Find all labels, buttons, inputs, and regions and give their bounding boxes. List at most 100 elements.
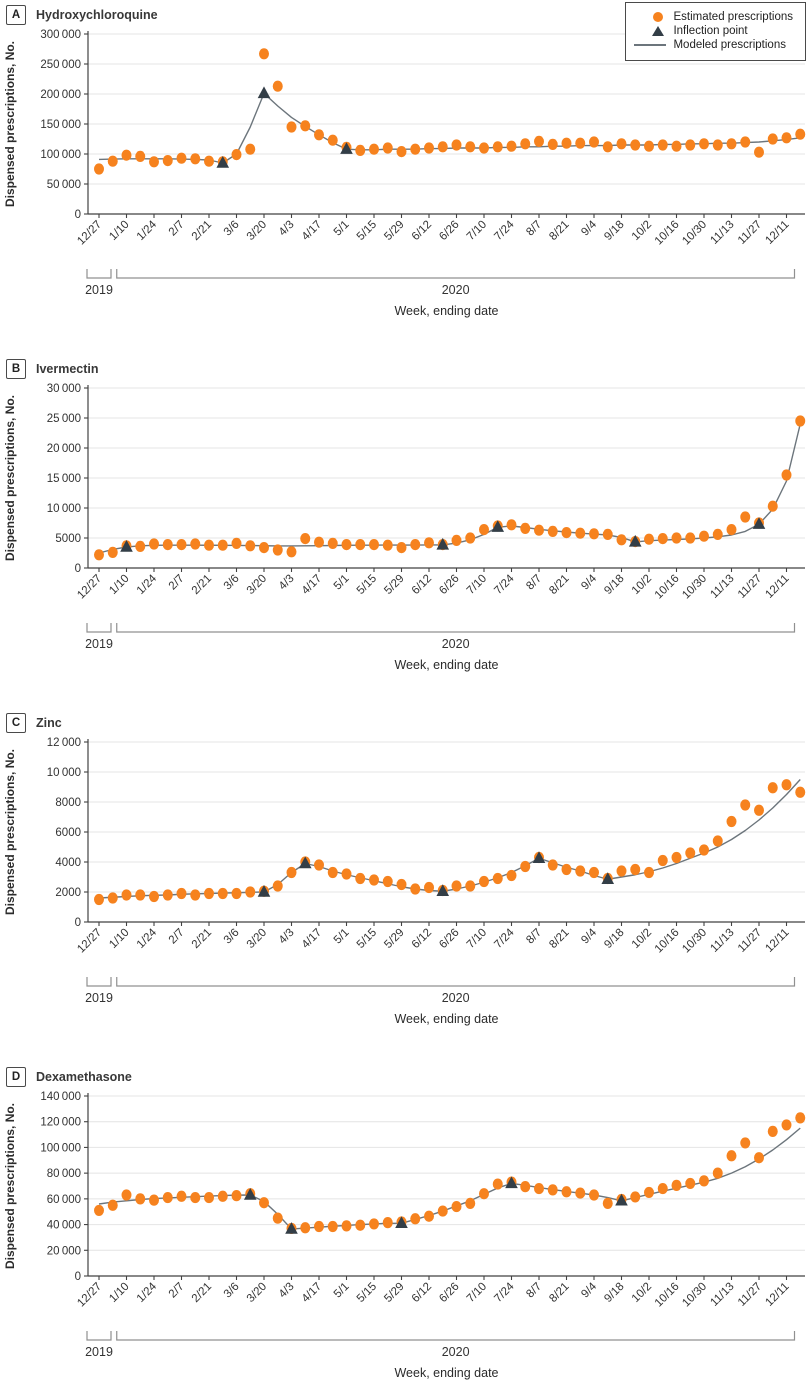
svg-text:40 000: 40 000 bbox=[47, 1220, 81, 1232]
svg-text:1/10: 1/10 bbox=[107, 573, 131, 597]
svg-text:2019: 2019 bbox=[85, 1345, 113, 1359]
svg-text:11/27: 11/27 bbox=[736, 1281, 764, 1309]
svg-text:2/21: 2/21 bbox=[190, 219, 214, 243]
svg-text:7/24: 7/24 bbox=[492, 572, 517, 597]
svg-text:30 000: 30 000 bbox=[47, 383, 81, 395]
svg-text:8/21: 8/21 bbox=[547, 1281, 571, 1305]
svg-text:6000: 6000 bbox=[55, 827, 81, 839]
svg-text:3/6: 3/6 bbox=[222, 927, 242, 947]
chart-dexamethasone: 0 20 000 40 000 60 000 80 000 100 000 120 000 1… bbox=[3, 1091, 806, 1380]
svg-text:2/7: 2/7 bbox=[167, 927, 187, 947]
panel-hydroxychloroquine: A Hydroxychloroquine Estimated prescript… bbox=[0, 2, 810, 328]
svg-text:12/27: 12/27 bbox=[75, 219, 104, 248]
svg-text:7/10: 7/10 bbox=[465, 1281, 489, 1305]
svg-text:7/24: 7/24 bbox=[492, 1280, 517, 1305]
svg-text:20 000: 20 000 bbox=[47, 443, 81, 455]
svg-text:8/7: 8/7 bbox=[524, 927, 544, 947]
svg-text:2020: 2020 bbox=[442, 991, 470, 1005]
svg-text:1/24: 1/24 bbox=[135, 572, 160, 597]
svg-text:3/20: 3/20 bbox=[245, 219, 269, 243]
svg-text:11/13: 11/13 bbox=[708, 219, 736, 247]
svg-text:3/6: 3/6 bbox=[222, 573, 242, 593]
svg-text:9/18: 9/18 bbox=[602, 219, 626, 243]
svg-text:20 000: 20 000 bbox=[47, 1245, 81, 1257]
svg-text:6/12: 6/12 bbox=[410, 927, 434, 951]
svg-text:10/2: 10/2 bbox=[630, 927, 654, 951]
svg-text:11/13: 11/13 bbox=[708, 573, 736, 601]
svg-text:10/2: 10/2 bbox=[630, 219, 654, 243]
svg-text:4/17: 4/17 bbox=[300, 1281, 324, 1305]
svg-text:1/10: 1/10 bbox=[107, 219, 131, 243]
svg-text:10/30: 10/30 bbox=[680, 1281, 709, 1310]
svg-text:Dispensed prescriptions, No.: Dispensed prescriptions, No. bbox=[3, 749, 17, 915]
svg-text:10/16: 10/16 bbox=[653, 573, 682, 602]
svg-text:6/12: 6/12 bbox=[410, 1281, 434, 1305]
svg-text:Week, ending date: Week, ending date bbox=[394, 1012, 498, 1026]
svg-text:8/7: 8/7 bbox=[524, 219, 544, 239]
panel-letter-d: D bbox=[6, 1067, 26, 1087]
svg-text:4/3: 4/3 bbox=[277, 927, 297, 947]
svg-text:9/18: 9/18 bbox=[602, 1281, 626, 1305]
svg-text:12/11: 12/11 bbox=[763, 219, 791, 247]
svg-text:10 000: 10 000 bbox=[47, 503, 81, 515]
svg-text:12/27: 12/27 bbox=[75, 927, 104, 956]
svg-text:5/29: 5/29 bbox=[382, 1281, 406, 1305]
svg-text:150 000: 150 000 bbox=[40, 119, 81, 131]
svg-text:5/29: 5/29 bbox=[382, 219, 406, 243]
svg-text:50 000: 50 000 bbox=[47, 179, 81, 191]
svg-text:1/10: 1/10 bbox=[107, 927, 131, 951]
svg-text:2/21: 2/21 bbox=[190, 573, 214, 597]
svg-text:0: 0 bbox=[75, 209, 81, 221]
svg-text:5/15: 5/15 bbox=[355, 573, 379, 597]
svg-text:10/2: 10/2 bbox=[630, 573, 654, 597]
svg-text:3/6: 3/6 bbox=[222, 1281, 242, 1301]
panel-header: A Hydroxychloroquine bbox=[0, 2, 810, 28]
svg-text:5/15: 5/15 bbox=[355, 1281, 379, 1305]
chart-zinc: 0 2000 4000 6000 8000 10 000 12 000 12/27 1/10 1/… bbox=[3, 737, 806, 1026]
svg-text:6/26: 6/26 bbox=[437, 219, 461, 243]
svg-text:4000: 4000 bbox=[55, 857, 81, 869]
svg-text:11/27: 11/27 bbox=[736, 927, 764, 955]
svg-text:8/21: 8/21 bbox=[547, 573, 571, 597]
svg-text:5/15: 5/15 bbox=[355, 219, 379, 243]
svg-text:10/30: 10/30 bbox=[680, 219, 709, 248]
panel-title-zinc: Zinc bbox=[36, 716, 62, 730]
svg-text:2019: 2019 bbox=[85, 991, 113, 1005]
panel-title-ivermectin: Ivermectin bbox=[36, 362, 99, 376]
svg-text:5000: 5000 bbox=[55, 533, 81, 545]
svg-text:3/20: 3/20 bbox=[245, 927, 269, 951]
svg-text:250 000: 250 000 bbox=[40, 59, 81, 71]
svg-text:8000: 8000 bbox=[55, 797, 81, 809]
panel-letter-c: C bbox=[6, 713, 26, 733]
inflection-point-icon bbox=[652, 26, 665, 36]
svg-text:4/3: 4/3 bbox=[277, 573, 297, 593]
svg-text:2/7: 2/7 bbox=[167, 573, 187, 593]
svg-text:2/7: 2/7 bbox=[167, 1281, 187, 1301]
svg-text:8/21: 8/21 bbox=[547, 219, 571, 243]
panel-letter-b: B bbox=[6, 359, 26, 379]
svg-text:12/27: 12/27 bbox=[75, 1281, 104, 1310]
svg-text:11/27: 11/27 bbox=[736, 573, 764, 601]
panel-header: D Dexamethasone bbox=[0, 1064, 810, 1090]
svg-text:15 000: 15 000 bbox=[47, 473, 81, 485]
svg-text:1/24: 1/24 bbox=[135, 1280, 160, 1305]
svg-text:0: 0 bbox=[75, 563, 81, 575]
svg-text:11/13: 11/13 bbox=[708, 1281, 736, 1309]
svg-text:2/21: 2/21 bbox=[190, 927, 214, 951]
svg-text:10/30: 10/30 bbox=[680, 927, 709, 956]
svg-text:2/7: 2/7 bbox=[167, 219, 187, 239]
svg-text:2020: 2020 bbox=[442, 283, 470, 297]
svg-text:300 000: 300 000 bbox=[40, 29, 81, 41]
modeled-prescriptions-icon bbox=[634, 44, 667, 46]
svg-text:11/13: 11/13 bbox=[708, 927, 736, 955]
svg-text:3/20: 3/20 bbox=[245, 573, 269, 597]
panel-letter-a: A bbox=[6, 5, 26, 25]
svg-text:10 000: 10 000 bbox=[47, 767, 81, 779]
svg-text:1/24: 1/24 bbox=[135, 926, 160, 951]
svg-text:10/16: 10/16 bbox=[653, 927, 682, 956]
svg-text:10/16: 10/16 bbox=[653, 219, 682, 248]
svg-text:6/26: 6/26 bbox=[437, 1281, 461, 1305]
legend-row-estimated: Estimated prescriptions bbox=[634, 11, 793, 23]
svg-text:2019: 2019 bbox=[85, 283, 113, 297]
